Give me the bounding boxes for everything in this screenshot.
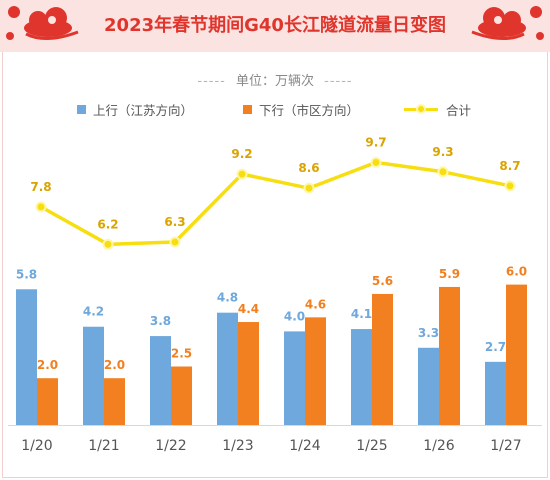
bar-up-1-21 — [83, 326, 104, 425]
x-tick-label: 1/20 — [21, 438, 52, 454]
bar-down-1-25 — [372, 293, 393, 425]
data-label-down: 2.0 — [104, 358, 125, 372]
x-tick-label: 1/23 — [222, 438, 253, 454]
unit-text: 单位：万辆次 — [235, 74, 314, 89]
total-point-1-21 — [102, 238, 114, 250]
data-label-total: 6.3 — [164, 215, 185, 229]
total-point-1-26 — [437, 166, 449, 178]
data-label-total: 6.2 — [97, 217, 118, 231]
data-label-total: 8.6 — [298, 161, 319, 175]
data-label-down: 4.4 — [238, 302, 259, 316]
data-label-total: 7.8 — [30, 180, 51, 194]
bar-down-1-22 — [171, 366, 192, 425]
bar-down-1-20 — [37, 378, 58, 425]
total-point-1-25 — [370, 156, 382, 168]
bar-up-1-22 — [150, 336, 171, 425]
legend-swatch-up — [77, 104, 86, 114]
data-label-up: 3.8 — [150, 314, 171, 328]
bar-up-1-25 — [351, 329, 372, 425]
x-tick-label: 1/24 — [289, 438, 321, 454]
legend-label-up: 上行（江苏方向） — [93, 102, 194, 118]
total-point-1-20 — [35, 201, 47, 213]
x-tick-label: 1/21 — [88, 438, 119, 454]
bar-down-1-24 — [305, 317, 326, 425]
data-label-up: 4.8 — [217, 291, 238, 305]
unit-dashes-right: ----- — [324, 74, 353, 89]
unit-label: ----- 单位：万辆次 ----- — [0, 70, 550, 89]
bar-up-1-26 — [418, 347, 439, 425]
legend-item-down: 下行（市区方向） — [243, 101, 360, 118]
bar-down-1-23 — [238, 322, 259, 425]
data-label-up: 4.0 — [284, 309, 305, 323]
data-label-down: 2.0 — [37, 358, 58, 372]
legend-swatch-down — [243, 104, 252, 114]
data-label-down: 5.6 — [372, 274, 393, 288]
data-label-total: 8.7 — [499, 159, 520, 173]
header-banner: 2023年春节期间G40长江隧道流量日变图 — [0, 0, 550, 52]
bar-up-1-23 — [217, 312, 238, 425]
bar-down-1-21 — [104, 378, 125, 425]
bar-up-1-24 — [284, 331, 305, 425]
data-label-down: 2.5 — [171, 347, 192, 361]
legend-label-total: 合计 — [446, 102, 472, 118]
x-tick-label: 1/22 — [155, 438, 186, 454]
bar-up-1-27 — [485, 361, 506, 425]
x-tick-label: 1/25 — [356, 438, 387, 454]
data-label-down: 6.0 — [506, 265, 527, 279]
total-point-1-23 — [236, 168, 248, 180]
x-tick-label: 1/27 — [490, 438, 521, 454]
data-label-total: 9.2 — [231, 147, 252, 161]
data-label-up: 3.3 — [418, 326, 439, 340]
total-point-1-24 — [303, 182, 315, 194]
legend-line-total — [404, 102, 438, 116]
bar-down-1-26 — [439, 286, 460, 425]
total-point-1-27 — [504, 180, 516, 192]
data-label-up: 2.7 — [485, 340, 506, 354]
header-decoration — [6, 6, 544, 40]
bar-up-1-20 — [16, 289, 37, 425]
cloud-ornament-right-icon — [471, 6, 544, 40]
data-label-down: 4.6 — [305, 297, 326, 311]
data-label-up: 5.8 — [16, 267, 37, 281]
legend-item-up: 上行（江苏方向） — [77, 101, 194, 118]
legend-label-down: 下行（市区方向） — [259, 102, 360, 118]
chart-title: 2023年春节期间G40长江隧道流量日变图 — [104, 15, 446, 36]
data-label-total: 9.3 — [432, 145, 453, 159]
total-series-line — [40, 160, 511, 247]
bar-down-1-27 — [506, 284, 527, 425]
total-point-1-22 — [169, 236, 181, 248]
x-tick-label: 1/26 — [423, 438, 455, 454]
legend-item-total: 合计 — [404, 101, 472, 118]
data-label-down: 5.9 — [439, 267, 460, 281]
cloud-ornament-left-icon — [6, 6, 79, 40]
data-label-up: 4.1 — [351, 307, 372, 321]
data-label-up: 4.2 — [83, 305, 104, 319]
unit-dashes-left: ----- — [197, 74, 226, 89]
data-label-total: 9.7 — [365, 135, 386, 149]
